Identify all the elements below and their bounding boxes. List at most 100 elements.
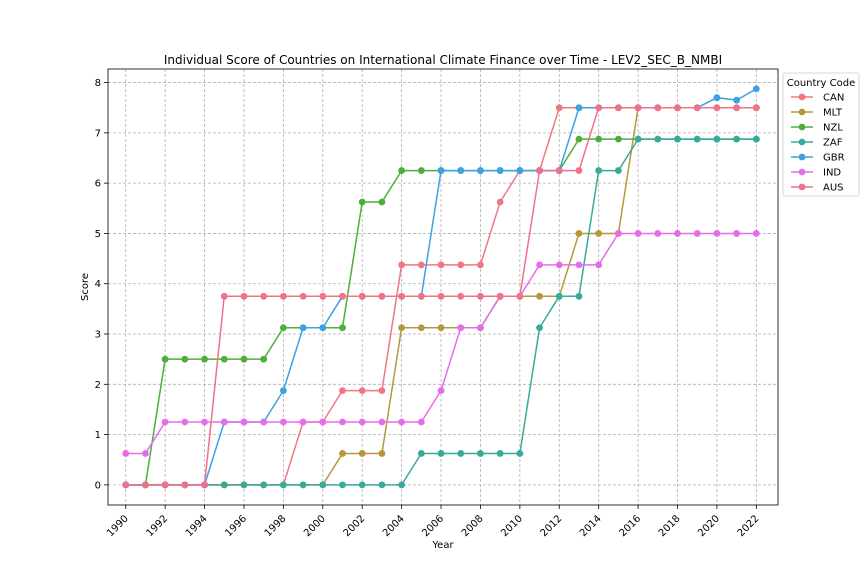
data-point <box>358 198 366 206</box>
data-point <box>437 387 445 394</box>
legend-item-gbr: GBR <box>791 153 845 164</box>
data-point <box>477 450 484 457</box>
data-point <box>595 135 603 143</box>
data-point <box>575 261 583 269</box>
data-point <box>417 418 425 426</box>
data-point <box>693 104 701 112</box>
data-point <box>595 104 603 112</box>
y-tick-label: 0 <box>95 480 101 491</box>
data-point <box>477 261 484 269</box>
data-point <box>457 292 465 300</box>
data-point <box>319 324 327 332</box>
data-point <box>161 481 169 489</box>
data-point <box>279 481 287 489</box>
data-point <box>634 135 642 143</box>
legend-label: IND <box>823 168 841 179</box>
x-tick-label: 2010 <box>499 513 525 539</box>
data-point <box>339 292 346 300</box>
data-point <box>516 450 524 457</box>
data-point <box>693 230 701 237</box>
data-point <box>240 355 248 363</box>
legend-item-can: CAN <box>791 93 844 104</box>
x-tick-label: 2000 <box>302 513 328 539</box>
data-point <box>733 96 741 104</box>
legend-items: CAN MLT NZL ZAF GBR IND AUS <box>791 93 845 194</box>
data-point <box>398 292 406 300</box>
data-point <box>279 387 287 394</box>
legend-item-ind: IND <box>791 168 841 179</box>
data-point <box>437 261 445 269</box>
x-tick-label: 2018 <box>657 513 683 539</box>
data-point <box>496 450 504 457</box>
data-point <box>516 167 524 174</box>
legend-swatch-marker <box>798 168 806 176</box>
x-tick-label: 2020 <box>696 513 722 539</box>
data-point <box>358 292 366 300</box>
data-point <box>496 292 504 300</box>
data-point <box>752 135 760 143</box>
data-point <box>417 450 425 457</box>
x-tick-label: 2008 <box>460 513 486 539</box>
data-point <box>496 167 504 174</box>
y-tick-label: 3 <box>95 330 101 341</box>
legend-item-aus: AUS <box>791 183 844 194</box>
data-point <box>634 104 642 112</box>
data-point <box>240 418 248 426</box>
x-tick-label: 1996 <box>223 513 249 539</box>
data-point <box>279 324 287 332</box>
plot-frame <box>107 68 779 506</box>
data-point <box>575 135 583 143</box>
data-point <box>161 355 169 363</box>
data-point <box>713 230 721 237</box>
data-point <box>378 481 386 489</box>
data-point <box>614 135 622 143</box>
series-layer <box>122 85 760 489</box>
data-point <box>555 104 563 112</box>
data-point <box>417 167 425 174</box>
legend-label: AUS <box>823 183 844 194</box>
data-point <box>240 481 248 489</box>
data-point <box>358 450 366 457</box>
data-point <box>752 230 760 237</box>
x-tick-label: 2004 <box>381 513 407 539</box>
data-point <box>457 324 465 332</box>
data-point <box>536 167 543 174</box>
data-point <box>358 387 366 394</box>
x-tick-label: 1994 <box>184 513 210 539</box>
legend-label: MLT <box>823 108 843 119</box>
data-point <box>279 418 287 426</box>
x-tick-label: 2014 <box>578 513 604 539</box>
data-point <box>437 292 445 300</box>
x-tick-label: 1998 <box>263 513 289 539</box>
data-point <box>181 418 189 426</box>
data-point <box>417 324 425 332</box>
data-point <box>674 230 681 237</box>
data-point <box>417 292 425 300</box>
data-point <box>201 481 208 489</box>
data-point <box>339 324 346 332</box>
data-point <box>713 135 721 143</box>
data-point <box>536 261 543 269</box>
legend-item-zaf: ZAF <box>791 138 843 149</box>
data-point <box>319 292 327 300</box>
legend-title: Country Code <box>787 78 856 89</box>
legend-swatch-marker <box>798 183 806 191</box>
x-tick-label: 1990 <box>105 513 131 539</box>
data-point <box>260 292 268 300</box>
data-point <box>201 418 208 426</box>
x-tick-label: 2012 <box>539 513 565 539</box>
legend-swatch-marker <box>798 108 806 116</box>
legend-label: GBR <box>823 153 845 164</box>
data-point <box>398 418 406 426</box>
data-point <box>378 387 386 394</box>
data-point <box>614 167 622 174</box>
data-point <box>555 292 563 300</box>
legend-item-nzl: NZL <box>791 123 843 134</box>
data-point <box>398 324 406 332</box>
data-point <box>299 292 307 300</box>
data-point <box>693 135 701 143</box>
x-tick-label: 2016 <box>617 513 643 539</box>
data-point <box>654 104 662 112</box>
data-point <box>260 418 268 426</box>
data-point <box>358 418 366 426</box>
